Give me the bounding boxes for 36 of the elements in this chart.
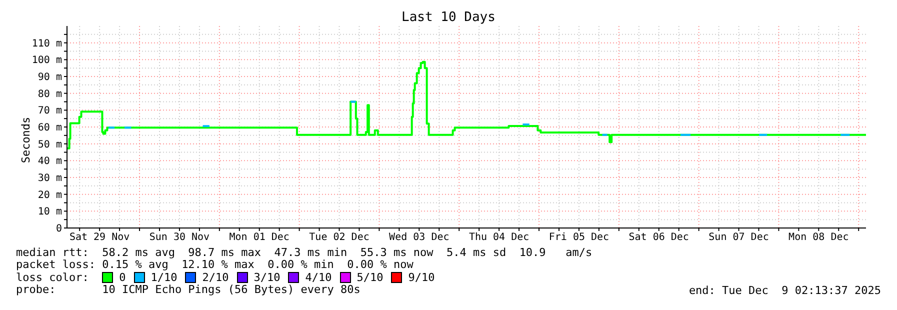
text: probe: 10 ICMP Echo Pings (56 Bytes) every 80s [16, 282, 362, 296]
y-tick-label: 90 m [38, 72, 62, 84]
text: median rtt: 58.2 ms avg 98.7 ms max 47.3 ms min 55.3 ms now 5.4 ms sd 10.9 am/s [16, 246, 592, 260]
chart-title: Last 10 Days [400, 10, 496, 25]
x-tick-label: Tue 02 Dec [309, 232, 370, 244]
legend-label: 3/10 [254, 270, 280, 284]
y-tick-label: 50 m [38, 139, 62, 150]
legend-label: 9/10 [408, 270, 435, 284]
y-tick-label: 60 m [38, 122, 62, 134]
y-tick-label: 0 [56, 224, 62, 235]
y-tick-label: 110 m [32, 38, 62, 50]
x-tick-label: Mon 01 Dec [229, 232, 290, 244]
y-tick-label: 100 m [32, 55, 62, 66]
x-tick-label: Sun 30 Nov [149, 232, 210, 244]
legend-label: 5/10 [356, 270, 384, 284]
text: end: Tue Dec 9 02:13:37 2025 [688, 284, 881, 297]
y-tick-label: 20 m [38, 190, 62, 201]
y-axis-title: Seconds [20, 116, 33, 164]
y-tick-label: 40 m [38, 156, 62, 168]
x-tick-label: Sat 06 Dec [628, 232, 689, 244]
x-tick-label: Sun 07 Dec [708, 232, 769, 244]
x-tick-label: Wed 03 Dec [389, 232, 450, 244]
y-tick-label: 10 m [38, 206, 62, 218]
y-tick-label: 80 m [38, 88, 62, 100]
y-tick-label: 30 m [38, 173, 62, 184]
x-tick-label: Sat 29 Nov [69, 232, 130, 244]
legend-title: loss color: [16, 270, 90, 284]
legend-label: 4/10 [305, 270, 332, 284]
x-tick-label: Mon 08 Dec [788, 232, 849, 244]
text: packet loss: 0.15 % avg 12.10 % max 0.00 % min 0.00 % now [16, 258, 414, 272]
x-tick-label: Fri 05 Dec [548, 232, 610, 244]
y-tick-label: 70 m [38, 106, 62, 117]
x-tick-label: Thu 04 Dec [468, 232, 530, 244]
legend-label: 1/10 [150, 270, 178, 284]
legend-label: 2/10 [202, 270, 229, 284]
legend-label: 0 [119, 270, 126, 284]
